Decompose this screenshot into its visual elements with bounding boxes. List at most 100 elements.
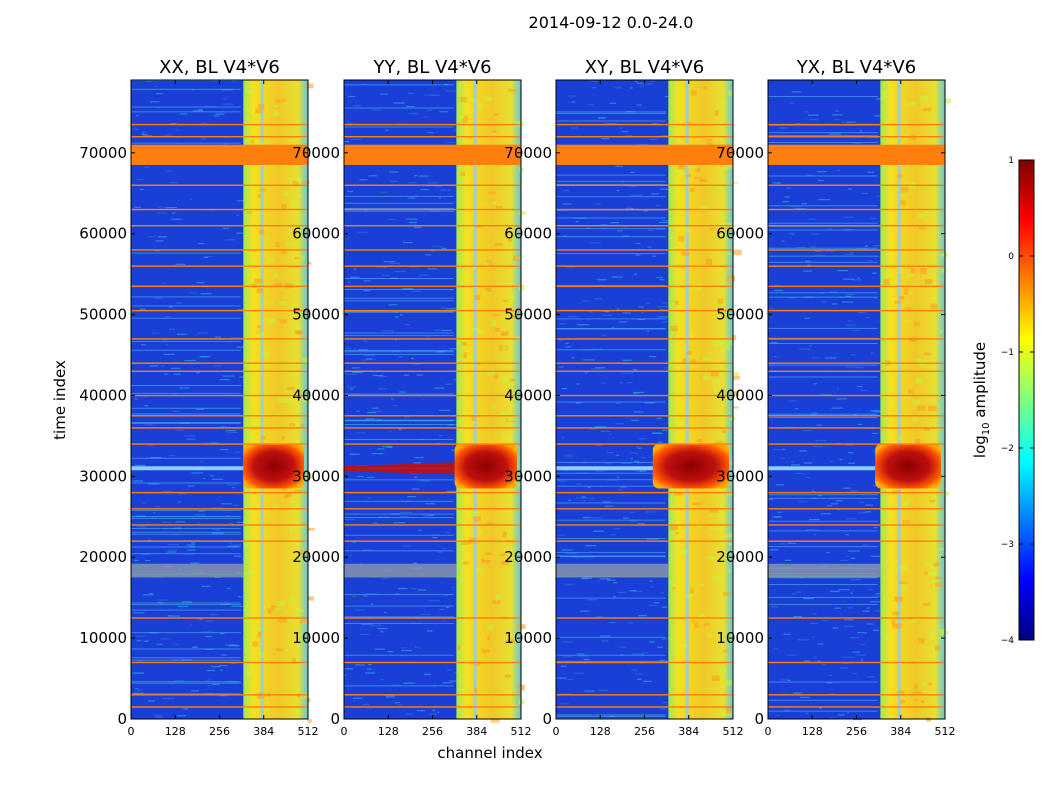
noise-speck [449,348,461,350]
flag-line [768,123,945,126]
flag-line [768,265,945,267]
noise-speck [402,288,414,290]
band-speck [705,138,713,142]
band-speck [464,115,468,119]
noise-speck [656,205,661,207]
noise-speck [367,497,371,499]
flag-line [556,508,733,510]
noise-speck [631,419,639,422]
noise-speck [643,680,652,682]
flag-line [131,415,308,417]
noise-speck [228,545,239,548]
stripe [768,577,878,579]
noise-speck [799,696,810,699]
stripe [556,538,666,540]
stripe [556,714,666,716]
noise-speck [865,316,871,318]
band-speck [473,99,478,103]
noise-speck [223,98,227,100]
noise-speck [354,664,365,666]
noise-speck [168,181,178,184]
noise-speck [451,586,455,589]
noise-speck [142,135,153,137]
noise-speck [844,625,855,628]
noise-speck [581,496,586,498]
band-speck [683,227,690,233]
band-speck [244,670,254,675]
band-speck [924,211,931,214]
band-speck [904,288,909,295]
noise-speck [583,516,592,519]
band-speck [677,165,686,170]
noise-speck [439,608,445,611]
noise-speck [788,400,797,402]
colorbar-bar [1018,159,1035,641]
noise-speck [774,516,782,518]
noise-speck [560,665,567,667]
stripe [556,111,666,113]
noise-speck [856,248,868,250]
noise-speck [595,367,606,369]
noise-speck [353,699,357,702]
stripe [344,311,454,313]
noise-speck [352,367,361,369]
x-tick-label: 0 [553,725,560,738]
band-speck [711,675,720,682]
noise-speck [852,279,863,281]
noise-speck [400,512,407,514]
band-speck [460,97,468,102]
band-speck [267,318,277,324]
noise-speck [366,476,375,478]
y-tick-label: 0 [542,710,552,728]
stripe [768,255,878,257]
band-speck [898,268,904,274]
noise-speck [832,303,838,305]
band-speck [726,275,736,282]
noise-speck [787,542,797,544]
flag-line [556,208,733,211]
noise-speck [562,203,572,205]
band-speck [674,491,683,496]
noise-speck [352,697,363,699]
noise-speck [791,460,794,463]
noise-speck [236,232,248,234]
noise-speck [805,712,809,714]
noise-speck [348,281,351,283]
noise-speck [198,510,205,512]
noise-speck [232,486,235,489]
noise-speck [166,170,174,172]
noise-speck [644,402,656,404]
noise-speck [872,245,883,247]
stripe [556,196,666,198]
noise-speck [143,640,149,642]
noise-speck [783,633,792,635]
flag-line [768,706,945,708]
noise-speck [446,490,457,493]
stripe [556,112,666,114]
stripe [344,605,454,607]
band-speck [482,201,487,204]
noise-speck [809,345,813,347]
noise-speck [842,487,851,489]
noise-speck [866,623,873,625]
stripe [768,95,878,97]
noise-speck [135,115,139,117]
band-speck [924,428,930,431]
noise-speck [634,273,638,275]
noise-speck [210,475,214,477]
y-tick-label: 30000 [716,467,764,485]
noise-speck [175,129,180,131]
noise-speck [403,682,416,684]
flag-line [131,224,308,227]
band-speck [883,279,890,286]
band-speck [493,201,497,205]
noise-speck [662,321,673,323]
band-speck [726,491,734,496]
noise-speck [404,416,409,418]
noise-speck [183,435,196,437]
noise-speck [613,596,616,598]
band-speck [910,268,915,273]
noise-speck [651,193,660,195]
band-speck [295,406,301,412]
noise-speck [148,444,153,447]
